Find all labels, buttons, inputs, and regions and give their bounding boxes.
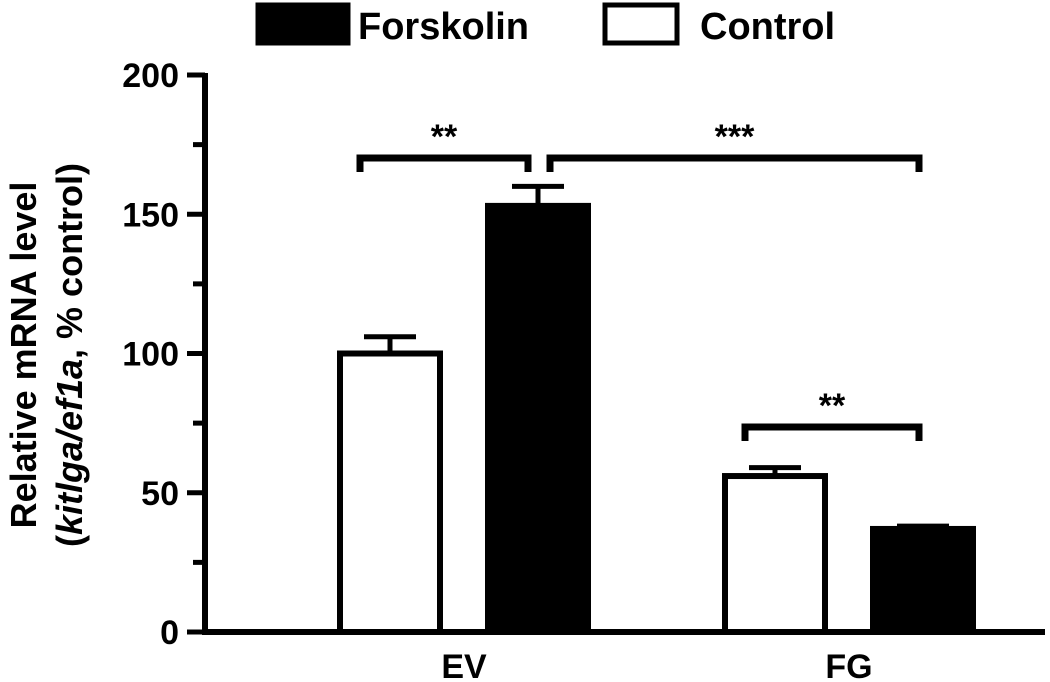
- bracket-line: [546, 154, 923, 172]
- y-tick-label: 50: [141, 475, 179, 513]
- significance-bracket: ***: [546, 118, 923, 172]
- bar-fg-control: [722, 473, 828, 636]
- significance-label: **: [819, 387, 846, 425]
- legend-label-control: Control: [700, 6, 835, 48]
- legend-swatch-forskolin: [255, 2, 351, 46]
- significance-brackets: ** *****: [356, 118, 923, 441]
- x-category-label: EV: [441, 648, 487, 682]
- legend: Forskolin Control: [255, 2, 835, 48]
- bracket-line: [356, 154, 532, 172]
- legend-label-forskolin: Forskolin: [358, 6, 529, 48]
- y-tick-label: 100: [122, 336, 179, 374]
- significance-label: ***: [715, 118, 755, 156]
- y-axis-title: Relative mRNA level (kitlga/ef1a, % cont…: [3, 163, 90, 547]
- bar-ev-forskolin: [485, 202, 591, 636]
- significance-label: **: [431, 118, 458, 156]
- y-axis-title-line1: Relative mRNA level: [3, 182, 44, 529]
- significance-bracket: **: [741, 387, 923, 441]
- legend-swatch-control: [602, 2, 680, 46]
- bars: [337, 183, 976, 636]
- bar-fg-forskolin: [870, 525, 976, 636]
- bracket-line: [741, 423, 923, 441]
- significance-bracket: **: [356, 118, 532, 172]
- y-tick-label: 0: [160, 614, 179, 652]
- bar-ev-control: [337, 350, 443, 635]
- y-tick-label: 150: [122, 196, 179, 234]
- x-category-label: FG: [825, 648, 872, 682]
- y-tick-label: 200: [122, 57, 179, 95]
- y-axis-title-line2: (kitlga/ef1a, % control): [49, 163, 90, 547]
